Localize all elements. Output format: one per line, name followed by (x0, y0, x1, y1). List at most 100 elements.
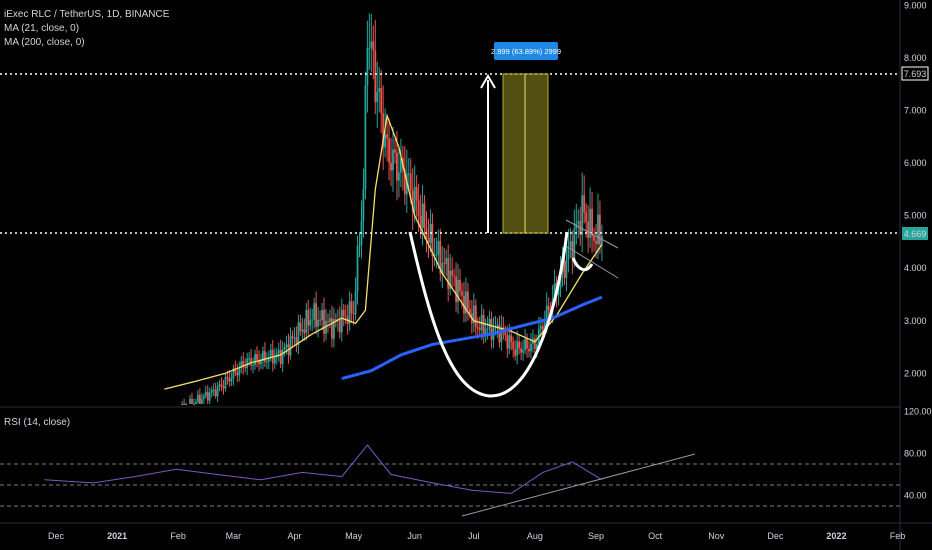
candle-body (547, 305, 550, 311)
candle-body (366, 48, 369, 86)
candle-body (573, 228, 576, 259)
candle-body (197, 394, 199, 403)
candle-body (352, 313, 355, 315)
candle-body (419, 215, 422, 228)
candle-body (403, 168, 406, 195)
price-tick-label: 9.000 (904, 0, 927, 10)
candle-body (301, 329, 304, 332)
candle-body (587, 221, 589, 238)
candle-body (303, 329, 306, 333)
candle-body (599, 214, 601, 245)
target-price-tag (901, 66, 929, 81)
price-tick-label: 4.000 (904, 263, 927, 273)
candle-body (508, 335, 511, 349)
candle-body (283, 347, 286, 351)
ma21-legend[interactable]: MA (21, close, 0) (4, 23, 80, 34)
candle-body (289, 336, 292, 356)
candle-body (486, 328, 489, 330)
candle-body (589, 208, 591, 238)
candle-body (191, 398, 193, 404)
ma200-legend[interactable]: MA (200, close, 0) (4, 37, 85, 48)
candle-body (534, 338, 536, 350)
candle-body (230, 378, 233, 382)
candle-body (199, 394, 201, 404)
candle-body (504, 330, 507, 336)
candle-body (455, 276, 457, 302)
rsi-tick-label: 80.00 (904, 449, 927, 459)
time-tick-label: Nov (708, 531, 725, 541)
rsi-tick-label: 120.00 (904, 407, 932, 417)
candle-body (396, 152, 398, 181)
candle-body (260, 360, 262, 365)
candle-body (279, 349, 282, 364)
candle-body (494, 327, 497, 329)
candle-body (427, 237, 430, 243)
candle-body (323, 310, 325, 334)
candle-body (212, 389, 215, 391)
candle-body (413, 186, 416, 212)
candle-body (262, 351, 264, 361)
rsi-legend[interactable]: RSI (14, close) (4, 417, 71, 428)
candle-body (362, 188, 365, 221)
candle-body (411, 190, 414, 212)
time-tick-label: Jun (407, 531, 422, 541)
measured-move-label-bg (494, 42, 558, 60)
candle-body (309, 320, 312, 326)
candle-body (409, 173, 412, 191)
candle-body (394, 149, 396, 153)
candle-body (520, 348, 522, 353)
price-tick-label: 7.000 (904, 105, 927, 115)
candle-body (415, 186, 418, 201)
candle-body (266, 361, 268, 363)
candle-body (189, 398, 191, 404)
time-tick-label: 2022 (826, 531, 846, 541)
candle-body (380, 88, 383, 114)
candle-body (384, 134, 386, 148)
candle-body (382, 113, 385, 148)
candle-body (210, 390, 213, 393)
candle-body (228, 377, 231, 382)
candle-body (514, 349, 517, 356)
candle-body (317, 319, 319, 327)
candle-body (216, 386, 219, 397)
candle-body (472, 305, 475, 324)
time-tick-label: Dec (767, 531, 784, 541)
candle-body (443, 263, 446, 265)
symbol-legend[interactable]: iExec RLC / TetherUS, 1D, BINANCE (4, 9, 170, 20)
candle-body (597, 214, 599, 245)
candle-body (545, 305, 548, 323)
candle-body (254, 354, 256, 365)
candle-body (565, 259, 568, 278)
candle-body (246, 358, 249, 369)
time-tick-label: Mar (226, 531, 242, 541)
candle-body (451, 270, 453, 276)
candle-body (441, 263, 444, 274)
time-tick-label: May (345, 531, 363, 541)
candle-body (185, 404, 187, 405)
candle-body (392, 149, 394, 171)
candle-body (368, 47, 371, 49)
candle-body (447, 258, 450, 289)
candle-body (248, 358, 250, 360)
price-tick-label: 2.000 (904, 368, 927, 378)
candle-body (214, 389, 217, 397)
candle-body (601, 236, 603, 245)
candle-body (388, 138, 390, 163)
candle-body (264, 351, 266, 362)
candle-body (553, 283, 556, 300)
candle-body (238, 367, 241, 376)
candle-body (344, 316, 347, 318)
candle-body (333, 319, 335, 339)
candle-body (522, 349, 524, 353)
candle-body (340, 309, 343, 333)
candle-body (273, 357, 276, 364)
candle-body (591, 208, 593, 237)
candle-body (297, 322, 300, 346)
candle-body (293, 337, 296, 339)
candle-body (218, 384, 221, 387)
candle-body (476, 327, 479, 329)
candle-body (299, 322, 302, 332)
time-tick-label: 2021 (107, 531, 127, 541)
candle-body (567, 247, 570, 260)
